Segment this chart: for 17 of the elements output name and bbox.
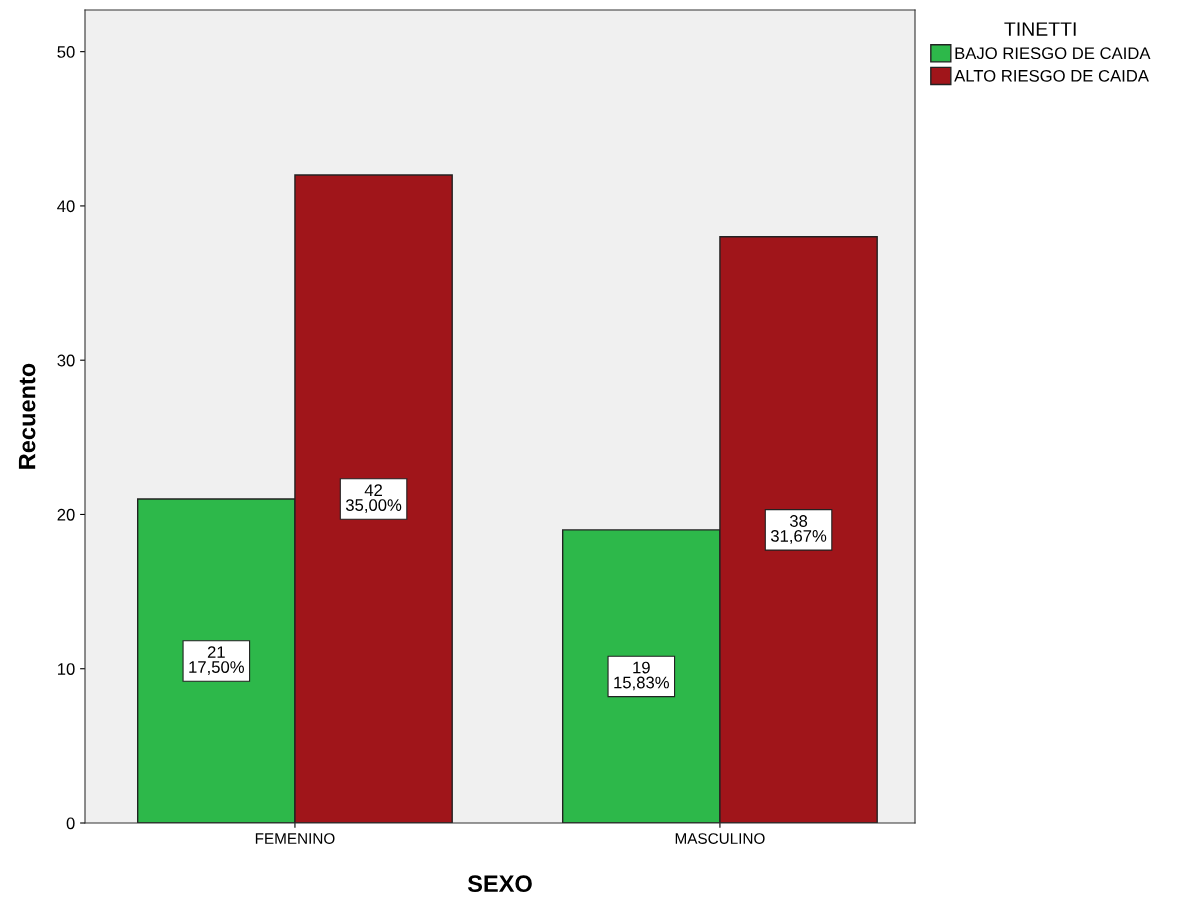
y-tick-label: 10 [58,663,75,675]
x-tick-label: FEMENINO [255,833,335,844]
data-label: 38 31,67% [770,515,827,544]
y-tick-label: 30 [57,354,75,367]
data-label: 42 35,00% [345,484,402,513]
data-label: 21 17,50% [189,646,244,675]
y-axis-title: Recuento [18,363,36,469]
y-tick-label: 0 [66,817,75,830]
y-tick-label: 50 [57,46,75,58]
x-axis-title: SEXO [467,875,532,893]
data-label: 19 15,83% [614,661,669,691]
legend-label: BAJO RIESGO DE CAIDA [955,47,1151,60]
legend-title: TINETTI [1004,22,1076,36]
legend-label: ALTO RIESGO DE CAIDA [954,69,1149,82]
y-tick-label: 20 [57,508,75,521]
x-tick-label: MASCULINO [675,833,765,844]
y-tick-label: 40 [57,200,75,213]
